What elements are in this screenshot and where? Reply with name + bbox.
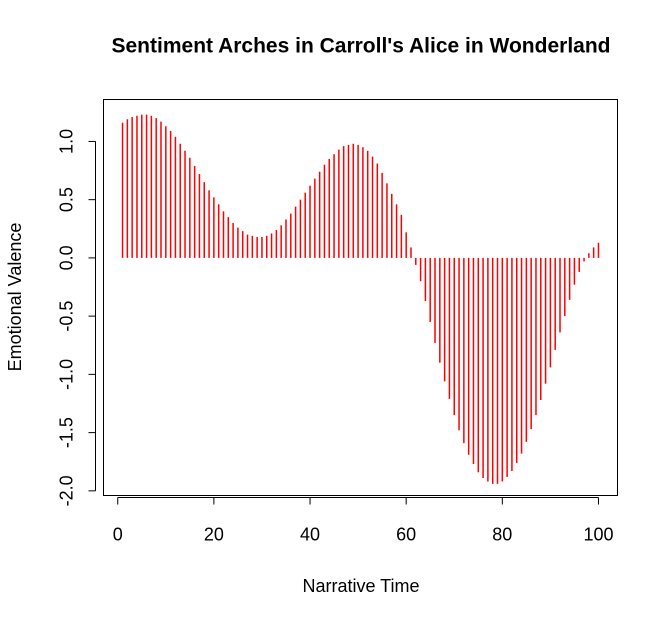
- x-tick-label: 100: [583, 524, 613, 544]
- y-tick-label: 0.0: [56, 245, 76, 270]
- y-tick-label: -1.0: [56, 359, 76, 390]
- y-tick-label: -0.5: [56, 301, 76, 332]
- y-tick-label: -1.5: [56, 417, 76, 448]
- y-axis-label: Emotional Valence: [5, 223, 25, 372]
- y-tick-label: 0.5: [56, 187, 76, 212]
- x-tick-label: 60: [396, 524, 416, 544]
- x-tick-label: 80: [492, 524, 512, 544]
- plot-box: [103, 99, 618, 496]
- x-tick-label: 20: [204, 524, 224, 544]
- y-tick-label: 1.0: [56, 129, 76, 154]
- y-tick-label: -2.0: [56, 475, 76, 506]
- chart-title: Sentiment Arches in Carroll's Alice in W…: [112, 35, 611, 58]
- x-tick-label: 40: [300, 524, 320, 544]
- x-tick-label: 0: [113, 524, 123, 544]
- x-axis-label: Narrative Time: [302, 576, 419, 596]
